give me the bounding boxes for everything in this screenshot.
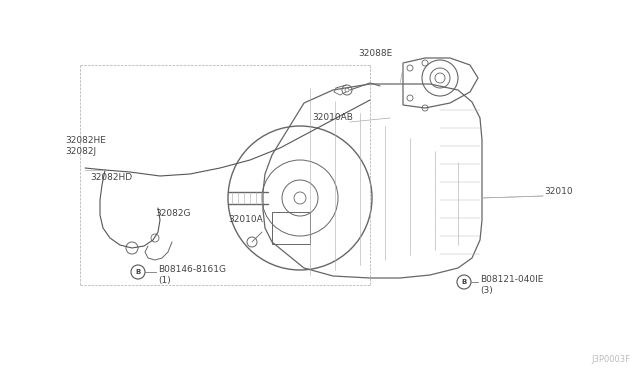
Circle shape <box>131 265 145 279</box>
Text: B08146-8161G: B08146-8161G <box>158 264 226 273</box>
Text: 32082G: 32082G <box>155 209 191 218</box>
Text: B: B <box>461 279 467 285</box>
Text: 32082J: 32082J <box>65 147 96 156</box>
Text: (1): (1) <box>158 276 171 285</box>
Text: 32088E: 32088E <box>358 49 392 58</box>
Text: 32010A: 32010A <box>228 215 263 224</box>
Text: B: B <box>136 269 141 275</box>
Text: 32082HD: 32082HD <box>90 173 132 182</box>
Text: B08121-040IE: B08121-040IE <box>480 275 543 283</box>
Text: 32010AB: 32010AB <box>312 113 353 122</box>
Text: 32010: 32010 <box>544 187 573 196</box>
Text: (3): (3) <box>480 285 493 295</box>
Text: J3P0003F: J3P0003F <box>591 355 630 364</box>
Bar <box>272 212 310 244</box>
Text: 32082HE: 32082HE <box>65 136 106 145</box>
Circle shape <box>457 275 471 289</box>
